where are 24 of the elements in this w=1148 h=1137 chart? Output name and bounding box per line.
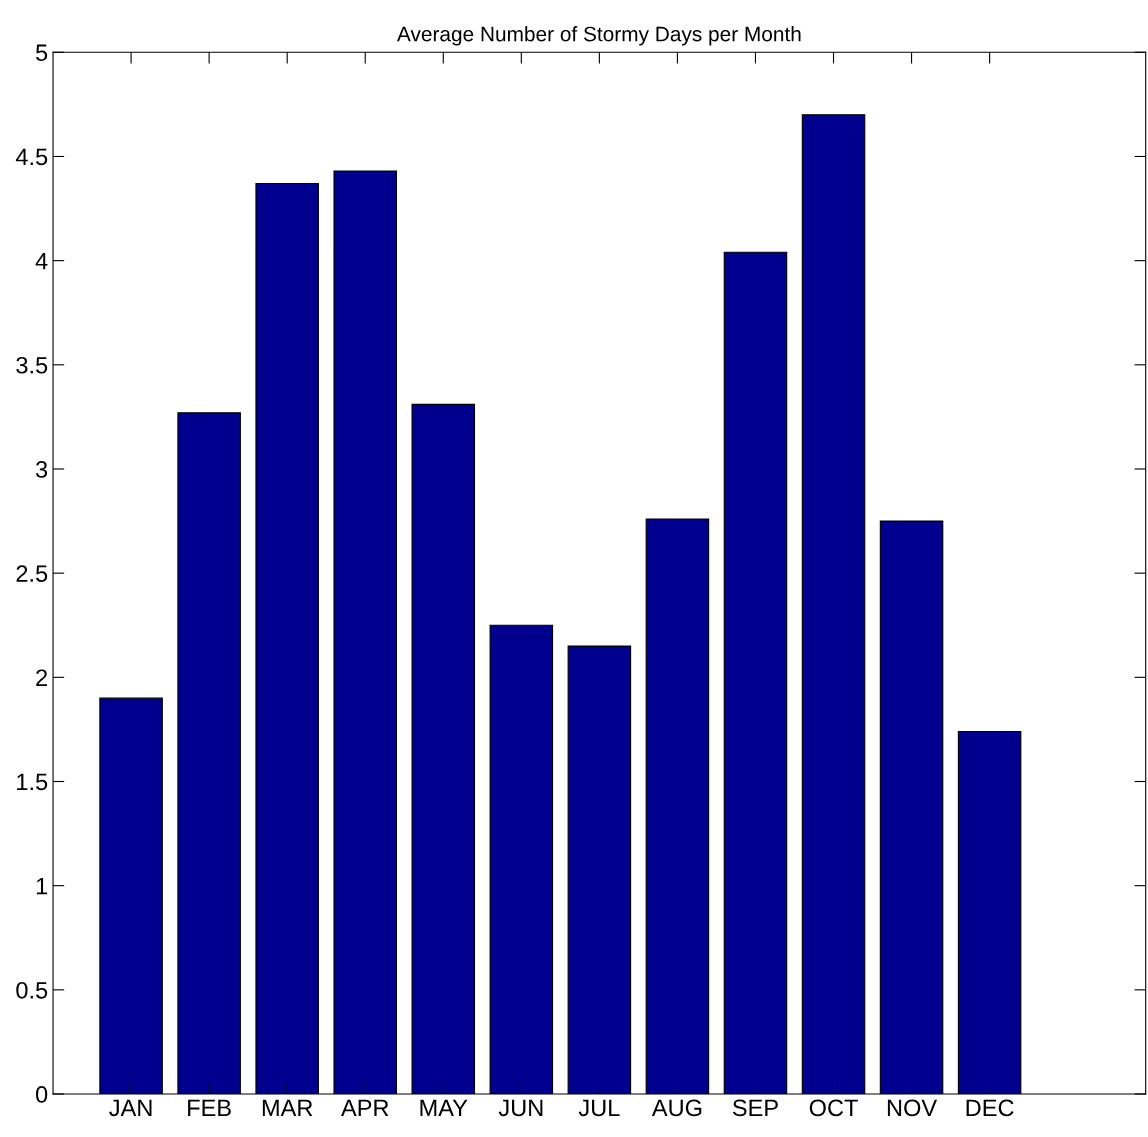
x-tick-label: FEB xyxy=(188,1099,231,1116)
x-tick-label: MAR xyxy=(262,1099,313,1116)
y-tick-label: 0 xyxy=(35,1086,48,1103)
x-tick-label: MAY xyxy=(420,1099,468,1116)
x-tick-label: DEC xyxy=(966,1099,1014,1117)
y-tick-label: 3 xyxy=(35,461,48,478)
x-tick-label: JUN xyxy=(498,1099,543,1117)
y-tick-label: 4 xyxy=(35,252,48,270)
x-tick-label: APR xyxy=(341,1099,389,1116)
y-tick-label: 5 xyxy=(35,44,48,62)
x-tick-label: OCT xyxy=(809,1099,858,1117)
y-tick-label: 3.5 xyxy=(16,356,48,374)
chart-title: Average Number of Stormy Days per Month xyxy=(396,26,801,46)
y-tick-label: 1 xyxy=(36,877,48,895)
x-tick-label: JAN xyxy=(109,1099,152,1117)
x-tick-label: NOV xyxy=(887,1099,938,1117)
x-tick-label: JUL xyxy=(578,1099,620,1117)
y-tick-label: 4.5 xyxy=(15,148,48,166)
x-tick-label: SEP xyxy=(732,1099,778,1117)
y-tick-label: 2.5 xyxy=(16,565,48,582)
y-tick-label: 2 xyxy=(36,669,47,686)
x-tick-label: AUG xyxy=(651,1099,702,1117)
y-tick-label: 0.5 xyxy=(16,981,48,999)
y-tick-label: 1.5 xyxy=(17,773,48,791)
